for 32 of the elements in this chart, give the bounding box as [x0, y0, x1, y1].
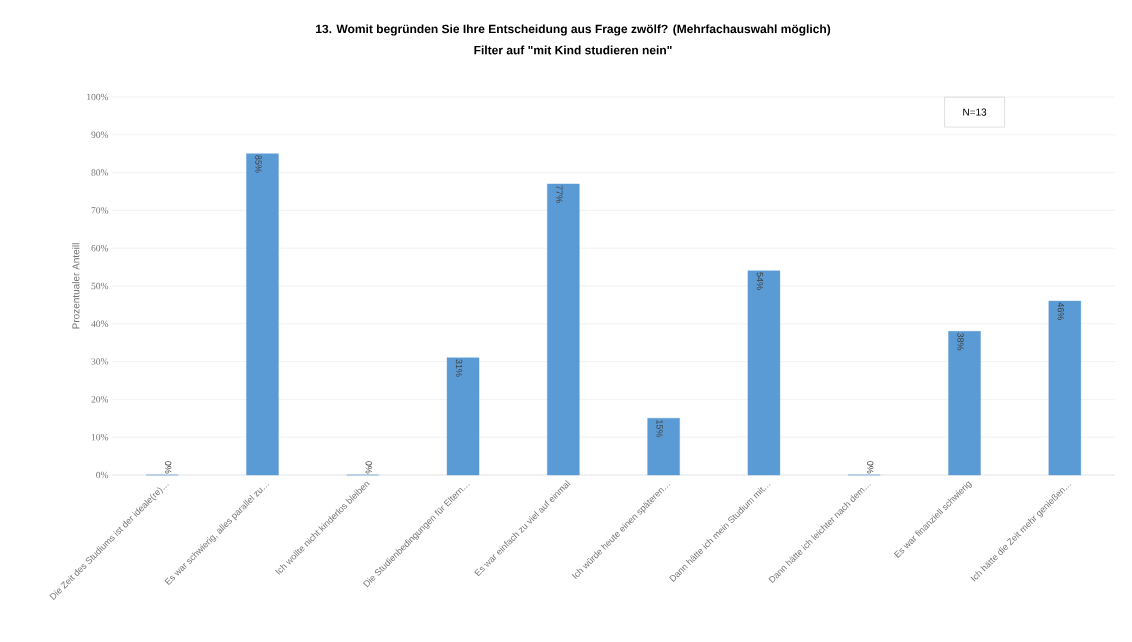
- chart-title: 13. Womit begründen Sie Ihre Entscheidung aus Frage zwölf? (Mehrfachauswahl möglich): [316, 24, 831, 36]
- y-tick-label: 0%: [96, 471, 109, 479]
- data-label: 46%: [1057, 302, 1065, 320]
- bar: [747, 270, 781, 476]
- bar: [948, 331, 981, 476]
- y-tick-label: 90%: [91, 131, 109, 139]
- data-label: 31%: [455, 359, 463, 377]
- y-tick-label: 40%: [91, 320, 109, 328]
- chart-subtitle: Filter auf "mit Kind studieren nein": [474, 45, 672, 55]
- y-tick-label: 50%: [91, 282, 109, 290]
- y-tick-label: 10%: [91, 433, 109, 441]
- bar: [647, 418, 680, 476]
- y-tick-label: 70%: [91, 207, 109, 214]
- y-tick-label: 30%: [91, 358, 109, 365]
- y-tick-label: 100%: [87, 93, 109, 101]
- data-label: 54%: [756, 272, 764, 290]
- data-label: 0%: [365, 461, 372, 474]
- y-tick-label: 60%: [91, 244, 109, 252]
- data-label: 85%: [255, 155, 262, 173]
- data-label: 0%: [867, 461, 874, 474]
- annotation: N=13: [963, 108, 987, 116]
- data-label: 0%: [164, 461, 172, 474]
- data-label: 15%: [656, 420, 663, 438]
- bar: [547, 183, 580, 476]
- data-label: 77%: [556, 185, 563, 203]
- bar: [446, 357, 480, 476]
- bar: [1048, 300, 1082, 476]
- data-label: 38%: [957, 332, 964, 351]
- y-axis-title: Prozentualer Anteill: [72, 243, 80, 329]
- y-tick-label: 20%: [91, 396, 109, 403]
- y-tick-label: 80%: [91, 169, 109, 176]
- bar: [246, 153, 279, 476]
